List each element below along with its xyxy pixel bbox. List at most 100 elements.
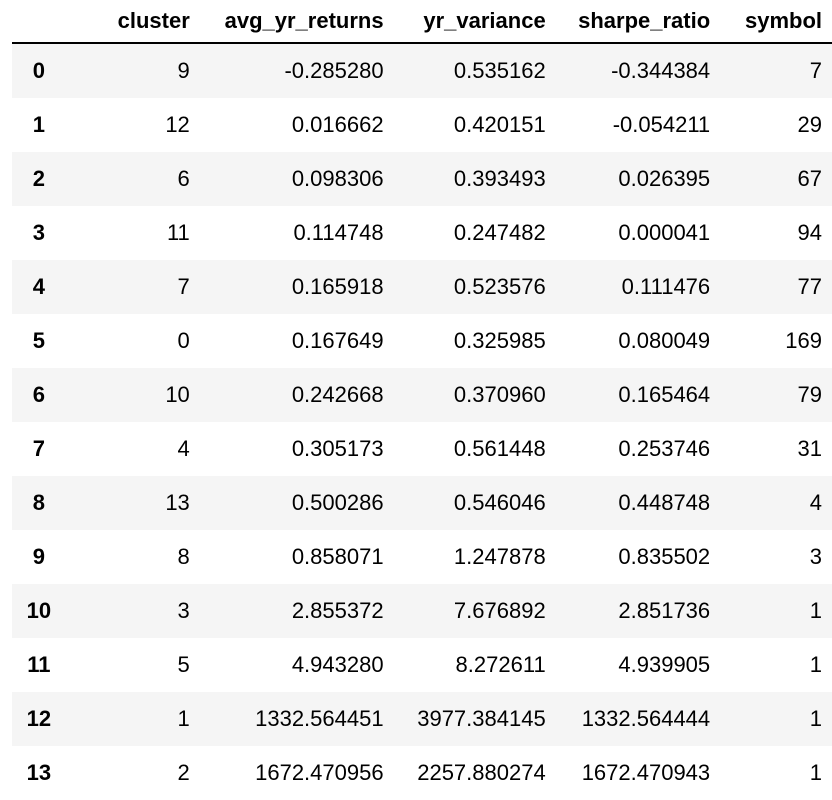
table-row: 6 10 0.242668 0.370960 0.165464 79 bbox=[12, 368, 832, 422]
header-row: cluster avg_yr_returns yr_variance sharp… bbox=[12, 0, 832, 44]
cell-sharpe-ratio: -0.054211 bbox=[612, 112, 711, 137]
cell-sharpe-ratio: 4.939905 bbox=[618, 652, 711, 677]
row-index: 6 bbox=[32, 382, 45, 407]
cell-cluster: 10 bbox=[165, 382, 190, 407]
cell-symbol: 4 bbox=[809, 490, 822, 515]
cell-yr-variance: 0.420151 bbox=[453, 112, 546, 137]
dataframe-table: cluster avg_yr_returns yr_variance sharp… bbox=[12, 0, 832, 800]
cell-cluster: 7 bbox=[177, 274, 190, 299]
cell-sharpe-ratio: 0.080049 bbox=[618, 328, 711, 353]
cell-cluster: 1 bbox=[177, 706, 190, 731]
row-index: 0 bbox=[32, 58, 45, 83]
cell-symbol: 94 bbox=[797, 220, 822, 245]
cell-yr-variance: 0.370960 bbox=[453, 382, 546, 407]
cell-sharpe-ratio: 0.253746 bbox=[618, 436, 711, 461]
cell-symbol: 79 bbox=[797, 382, 822, 407]
column-header-yr-variance: yr_variance bbox=[393, 0, 556, 44]
cell-cluster: 9 bbox=[177, 58, 190, 83]
row-index: 3 bbox=[32, 220, 45, 245]
table-row: 9 8 0.858071 1.247878 0.835502 3 bbox=[12, 530, 832, 584]
cell-avg-yr-returns: 0.500286 bbox=[291, 490, 384, 515]
cell-yr-variance: 0.325985 bbox=[453, 328, 546, 353]
column-header-sharpe-ratio: sharpe_ratio bbox=[555, 0, 721, 44]
cell-avg-yr-returns: 0.114748 bbox=[293, 220, 384, 245]
row-index: 4 bbox=[32, 274, 45, 299]
cell-cluster: 4 bbox=[177, 436, 190, 461]
table-row: 11 5 4.943280 8.272611 4.939905 1 bbox=[12, 638, 832, 692]
cell-yr-variance: 3977.384145 bbox=[417, 706, 546, 731]
table-row: 7 4 0.305173 0.561448 0.253746 31 bbox=[12, 422, 832, 476]
cell-avg-yr-returns: 1672.470956 bbox=[255, 760, 384, 785]
table-body: 0 9 -0.285280 0.535162 -0.344384 7 1 12 0.016662… bbox=[12, 43, 832, 800]
column-header-cluster: cluster bbox=[65, 0, 200, 44]
cell-cluster: 13 bbox=[165, 490, 190, 515]
cell-sharpe-ratio: 0.111476 bbox=[621, 274, 711, 299]
row-index: 10 bbox=[26, 598, 52, 623]
cell-symbol: 29 bbox=[797, 112, 822, 137]
cell-avg-yr-returns: 0.305173 bbox=[291, 436, 384, 461]
row-index: 1 bbox=[32, 112, 45, 137]
column-header-avg-yr-returns: avg_yr_returns bbox=[199, 0, 394, 44]
row-index: 9 bbox=[32, 544, 45, 569]
cell-avg-yr-returns: 0.242668 bbox=[291, 382, 384, 407]
row-index: 8 bbox=[32, 490, 45, 515]
cell-sharpe-ratio: 0.026395 bbox=[618, 166, 711, 191]
cell-avg-yr-returns: 0.165918 bbox=[291, 274, 384, 299]
cell-avg-yr-returns: 0.167649 bbox=[291, 328, 384, 353]
table-row: 5 0 0.167649 0.325985 0.080049 169 bbox=[12, 314, 832, 368]
table-row: 10 3 2.855372 7.676892 2.851736 1 bbox=[12, 584, 832, 638]
cell-cluster: 0 bbox=[177, 328, 190, 353]
cell-cluster: 2 bbox=[177, 760, 190, 785]
cell-cluster: 11 bbox=[166, 220, 190, 245]
cell-symbol: 1 bbox=[809, 706, 822, 731]
cell-avg-yr-returns: 0.858071 bbox=[291, 544, 384, 569]
table-row: 3 11 0.114748 0.247482 0.000041 94 bbox=[12, 206, 832, 260]
cell-cluster: 8 bbox=[177, 544, 190, 569]
cell-sharpe-ratio: -0.344384 bbox=[611, 58, 711, 83]
cell-cluster: 12 bbox=[165, 112, 190, 137]
table-row: 12 1 1332.564451 3977.384145 1332.564444 1 bbox=[12, 692, 832, 746]
cell-sharpe-ratio: 0.000041 bbox=[618, 220, 711, 245]
row-index: 7 bbox=[32, 436, 45, 461]
cell-yr-variance: 0.535162 bbox=[453, 58, 546, 83]
cell-symbol: 67 bbox=[797, 166, 822, 191]
row-index: 12 bbox=[26, 706, 52, 731]
cell-symbol: 31 bbox=[797, 436, 822, 461]
cell-symbol: 1 bbox=[809, 652, 822, 677]
cell-avg-yr-returns: 0.098306 bbox=[291, 166, 384, 191]
row-index: 2 bbox=[32, 166, 45, 191]
cell-symbol: 169 bbox=[785, 328, 822, 353]
cell-avg-yr-returns: 0.016662 bbox=[291, 112, 384, 137]
table-row: 13 2 1672.470956 2257.880274 1672.470943 1 bbox=[12, 746, 832, 800]
cell-yr-variance: 8.272611 bbox=[455, 652, 546, 677]
cell-sharpe-ratio: 1332.564444 bbox=[581, 706, 711, 731]
table-header: cluster avg_yr_returns yr_variance sharp… bbox=[12, 0, 832, 44]
table-row: 8 13 0.500286 0.546046 0.448748 4 bbox=[12, 476, 832, 530]
cell-symbol: 77 bbox=[797, 274, 822, 299]
column-header-symbol: symbol bbox=[720, 0, 832, 44]
cell-yr-variance: 2257.880274 bbox=[417, 760, 546, 785]
cell-yr-variance: 0.393493 bbox=[453, 166, 546, 191]
row-index: 5 bbox=[32, 328, 45, 353]
row-index: 13 bbox=[26, 760, 52, 785]
table-row: 1 12 0.016662 0.420151 -0.054211 29 bbox=[12, 98, 832, 152]
cell-avg-yr-returns: 4.943280 bbox=[291, 652, 384, 677]
index-header bbox=[12, 0, 66, 44]
cell-avg-yr-returns: -0.285280 bbox=[284, 58, 384, 83]
table-row: 2 6 0.098306 0.393493 0.026395 67 bbox=[12, 152, 832, 206]
cell-cluster: 6 bbox=[177, 166, 190, 191]
cell-yr-variance: 7.676892 bbox=[453, 598, 546, 623]
table-row: 4 7 0.165918 0.523576 0.111476 77 bbox=[12, 260, 832, 314]
cell-avg-yr-returns: 2.855372 bbox=[291, 598, 384, 623]
cell-sharpe-ratio: 0.835502 bbox=[618, 544, 711, 569]
table-row: 0 9 -0.285280 0.535162 -0.344384 7 bbox=[12, 43, 832, 98]
cell-symbol: 1 bbox=[809, 760, 822, 785]
cell-sharpe-ratio: 2.851736 bbox=[618, 598, 711, 623]
cell-avg-yr-returns: 1332.564451 bbox=[255, 706, 384, 731]
cell-cluster: 3 bbox=[177, 598, 190, 623]
cell-cluster: 5 bbox=[177, 652, 190, 677]
cell-sharpe-ratio: 1672.470943 bbox=[581, 760, 711, 785]
cell-symbol: 7 bbox=[809, 58, 822, 83]
cell-symbol: 1 bbox=[809, 598, 822, 623]
